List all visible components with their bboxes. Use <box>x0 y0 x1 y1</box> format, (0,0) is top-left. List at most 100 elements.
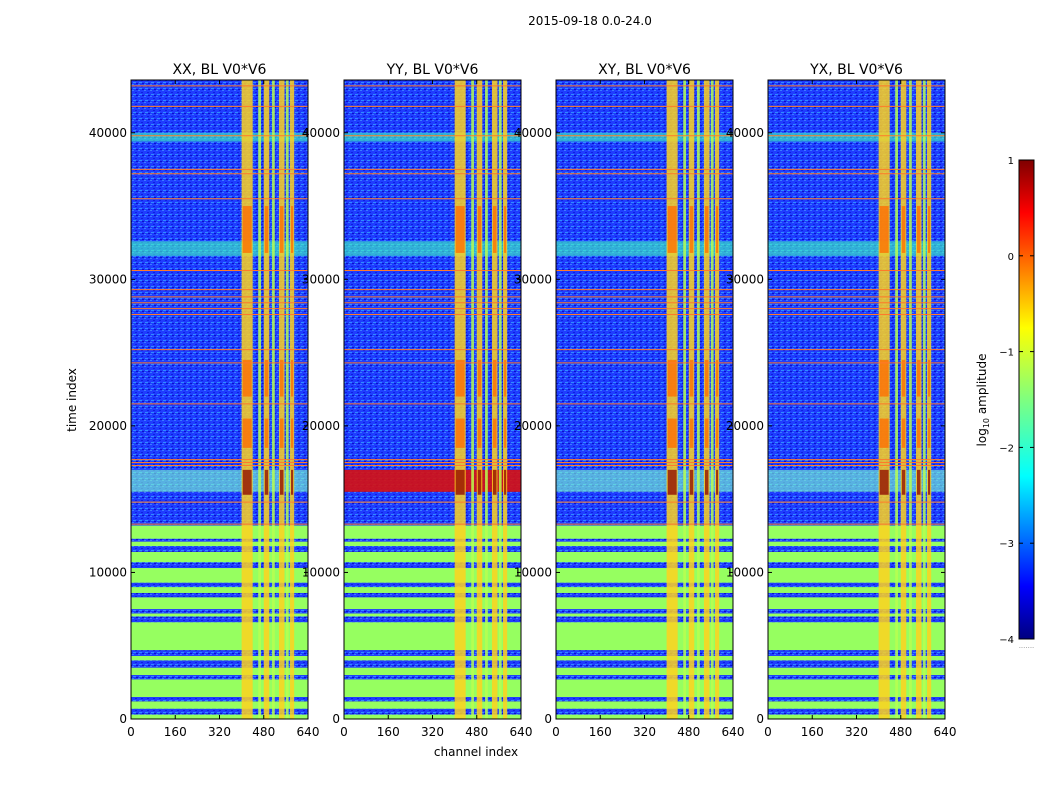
y-tick-label: 0 <box>332 712 340 726</box>
heatmap-rfi-column <box>710 80 714 719</box>
y-tick-label: 10000 <box>726 565 764 579</box>
heatmap-hot-spot <box>928 418 931 448</box>
heatmap-hot-spot <box>667 206 677 253</box>
panel-title: XY, BL V0*V6 <box>598 62 691 78</box>
x-tick-label: 160 <box>801 725 824 739</box>
heatmap-band <box>344 655 521 661</box>
heatmap-rfi-column <box>900 80 907 719</box>
heatmap-hot-spot <box>901 359 906 397</box>
heatmap-hot-spot <box>264 206 269 253</box>
heatmap-hot-spot <box>477 359 482 397</box>
heatmap-hot-spot <box>879 418 889 448</box>
panel-title: XX, BL V0*V6 <box>173 62 267 78</box>
colorbar-tick-label: −1 <box>999 348 1014 359</box>
heatmap-rfi-column <box>688 80 695 719</box>
x-tick-label: 320 <box>208 725 231 739</box>
heatmap-hot-spot <box>291 418 294 448</box>
y-tick-label: 40000 <box>302 126 340 140</box>
heatmap-hot-spot <box>242 359 252 397</box>
heatmap-band <box>344 587 521 593</box>
heatmap-band <box>131 587 308 593</box>
y-tick-label: 30000 <box>514 272 552 286</box>
heatmap-hot-spot <box>279 469 284 495</box>
heatmap-band <box>768 132 945 142</box>
x-tick-label: 480 <box>252 725 275 739</box>
x-tick-label: 0 <box>127 725 135 739</box>
colorbar: 1 0 −1 −2 −3 −4 log10 amplitude....... <box>975 156 1035 650</box>
heatmap-band <box>131 667 308 676</box>
heatmap-band <box>768 655 945 661</box>
heatmap-background <box>556 80 733 719</box>
colorbar-note: ....... <box>1019 642 1035 650</box>
heatmap-rfi-column <box>895 80 898 719</box>
heatmap-rfi-column <box>666 80 678 719</box>
y-tick-label: 10000 <box>89 565 127 579</box>
heatmap-rfi-column <box>471 80 474 719</box>
heatmap-hot-spot <box>716 206 719 253</box>
heatmap-hot-spot <box>704 418 709 448</box>
heatmap-band <box>768 587 945 593</box>
heatmap-band <box>556 667 733 676</box>
heatmap-rfi-column <box>491 80 498 719</box>
heatmap-band <box>344 551 521 563</box>
figure-suptitle: 2015-09-18 0.0-24.0 <box>528 14 652 28</box>
y-tick-label: 20000 <box>726 419 764 433</box>
heatmap-rfi-column <box>922 80 926 719</box>
heatmap-hot-spot <box>689 206 694 253</box>
heatmap-band <box>768 622 945 651</box>
panel-xy: XY, BL V0*V6 0 160 320 480 640 0 10000 20000 3000… <box>514 62 745 739</box>
x-tick-label: 320 <box>421 725 444 739</box>
colorbar-tick-label: 0 <box>1008 252 1014 263</box>
heatmap-hot-spot <box>504 469 507 495</box>
heatmap-hot-spot <box>279 359 284 397</box>
heatmap-hot-spot <box>901 418 906 448</box>
heatmap-hot-spot <box>492 469 497 495</box>
y-tick-label: 30000 <box>302 272 340 286</box>
heatmap-band <box>131 541 308 547</box>
heatmap-rfi-column <box>703 80 710 719</box>
heatmap-hot-spot <box>928 359 931 397</box>
heatmap-hot-spot <box>492 206 497 253</box>
heatmap-hot-spot <box>291 359 294 397</box>
heatmap-hot-spot <box>504 206 507 253</box>
x-tick-label: 320 <box>633 725 656 739</box>
heatmap-hot-spot <box>264 418 269 448</box>
colorbar-tick-label: 1 <box>1008 156 1014 167</box>
heatmap-hot-spot <box>492 418 497 448</box>
y-tick-label: 0 <box>544 712 552 726</box>
heatmap-hot-spot <box>879 469 889 495</box>
heatmap-hot-spot <box>455 469 465 495</box>
colorbar-tick-label: −3 <box>999 539 1014 550</box>
heatmap-hot-spot <box>689 359 694 397</box>
heatmap-hot-spot <box>916 359 921 397</box>
heatmap-band <box>768 551 945 563</box>
heatmap-hot-spot <box>667 418 677 448</box>
x-tick-label: 640 <box>297 725 320 739</box>
y-tick-label: 30000 <box>726 272 764 286</box>
heatmap-band <box>556 655 733 661</box>
heatmap-hot-spot <box>279 418 284 448</box>
x-tick-label: 160 <box>164 725 187 739</box>
x-axis-label: channel index <box>434 745 518 759</box>
heatmap-band <box>131 701 308 709</box>
y-tick-label: 30000 <box>89 272 127 286</box>
heatmap-hot-spot <box>264 359 269 397</box>
heatmap-hot-spot <box>504 359 507 397</box>
x-tick-label: 0 <box>552 725 560 739</box>
heatmap-rfi-column <box>476 80 483 719</box>
heatmap-band <box>131 613 308 617</box>
heatmap-band <box>556 541 733 547</box>
x-tick-label: 480 <box>677 725 700 739</box>
y-tick-label: 20000 <box>514 419 552 433</box>
y-tick-label: 40000 <box>514 126 552 140</box>
heatmap-band <box>131 597 308 610</box>
heatmap-hot-spot <box>264 469 269 495</box>
heatmap-band <box>344 667 521 676</box>
y-axis-label: time index <box>65 368 79 432</box>
heatmap-hot-spot <box>716 469 719 495</box>
heatmap-hot-spot <box>242 206 252 253</box>
panel-yx: YX, BL V0*V6 0 160 320 480 640 0 10000 20000 3000… <box>726 62 957 739</box>
heatmap-hot-spot <box>477 206 482 253</box>
heatmap-hot-spot <box>879 206 889 253</box>
